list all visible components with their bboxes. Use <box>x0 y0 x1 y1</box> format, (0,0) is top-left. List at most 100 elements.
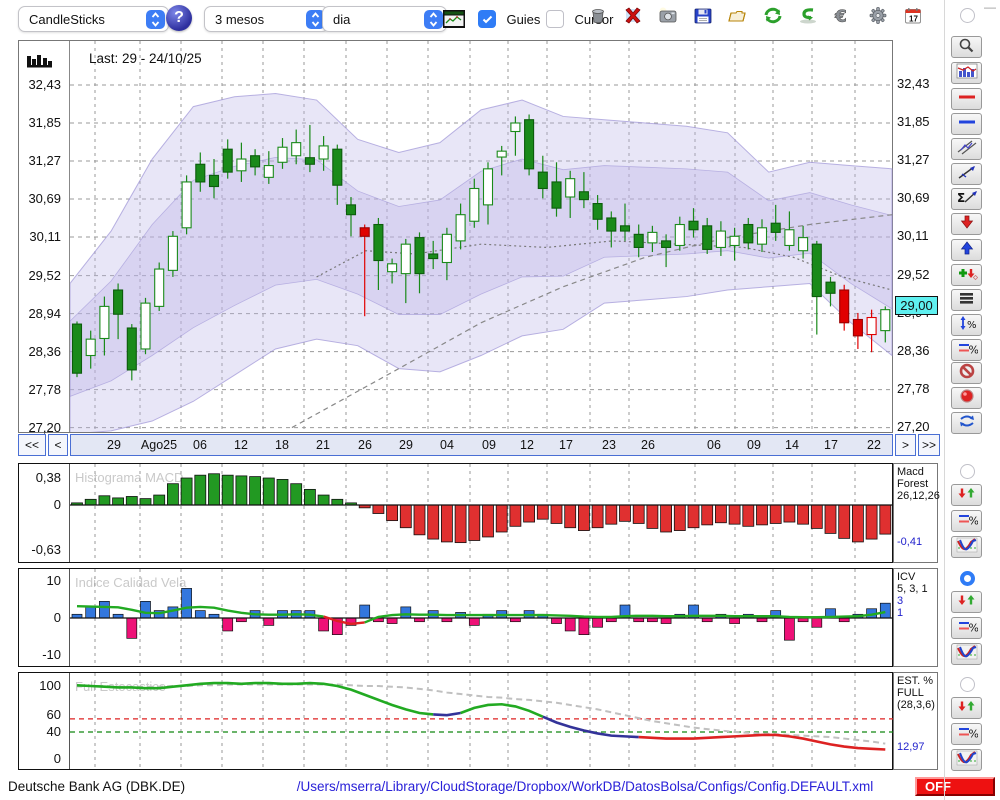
price-tick-label: 32,43 <box>21 77 61 92</box>
nav-prev-button[interactable]: < <box>48 434 68 456</box>
date-tick-label: 06 <box>180 438 220 452</box>
arrow-up-tool-button[interactable] <box>951 239 982 261</box>
price-tick-label: 30,11 <box>897 228 929 243</box>
nav-first-button[interactable]: << <box>18 434 46 456</box>
red-line-tool-button[interactable] <box>951 88 982 110</box>
refresh-button[interactable] <box>759 4 787 32</box>
candlestick-chart[interactable] <box>69 41 894 432</box>
price-tick-label: 31,85 <box>21 115 61 130</box>
undo-button[interactable] <box>794 4 822 32</box>
stoch-tick-label: 100 <box>21 678 61 693</box>
last-price-tag: 29,00 <box>895 296 938 315</box>
macd-histogram <box>69 464 894 562</box>
icv-panel[interactable]: Indice Calidad Vela 100-10 <box>18 568 893 667</box>
date-tick-label: 12 <box>221 438 261 452</box>
forbidden-tool-button[interactable] <box>951 362 982 384</box>
refresh-icon <box>762 7 784 29</box>
icv-signal-arrows-button[interactable] <box>951 591 982 613</box>
price-tick-label: 28,94 <box>21 306 61 321</box>
stoch-info-line: EST. % <box>897 675 936 687</box>
chart-window-icon[interactable] <box>440 5 468 33</box>
macd-panel-radio[interactable] <box>960 464 975 479</box>
record-off-button[interactable]: OFF <box>915 777 995 796</box>
percent-lines-icon: % <box>956 511 978 532</box>
svg-text:Σ: Σ <box>957 191 965 205</box>
stoch-tick-label: 40 <box>21 724 61 739</box>
price-tick-label: 31,27 <box>21 153 61 168</box>
add-signal-tool-button[interactable] <box>951 264 982 286</box>
main-chart-radio[interactable] <box>960 8 975 23</box>
indicator-chart-icon <box>956 63 978 84</box>
guies-label: Guies <box>506 12 540 27</box>
nav-last-button[interactable]: >> <box>918 434 940 456</box>
arrow-down-tool-button[interactable] <box>951 213 982 235</box>
price-tick-label: 30,69 <box>21 191 61 206</box>
range-percent-tool-button[interactable]: % <box>951 314 982 336</box>
levels-percent-tool-button[interactable]: % <box>951 339 982 361</box>
icv-info-line: ICV <box>897 571 936 583</box>
indicator-chart-tool-button[interactable] <box>951 62 982 84</box>
trash-icon <box>587 7 609 29</box>
price-tick-label: 30,11 <box>21 229 61 244</box>
price-tick-label: 29,52 <box>21 268 61 283</box>
gear-icon <box>867 7 889 29</box>
swap-arrows-tool-button[interactable] <box>951 412 982 434</box>
record-dot-tool-button[interactable] <box>951 387 982 409</box>
macd-signal-arrows-button[interactable] <box>951 484 982 506</box>
period-select[interactable]: 3 mesos <box>204 6 329 32</box>
macd-current-value: -0,41 <box>897 536 922 548</box>
blue-line-icon <box>956 114 978 135</box>
blue-line-tool-button[interactable] <box>951 113 982 135</box>
swap-arrows-icon <box>956 413 978 434</box>
trendline-tool-button[interactable] <box>951 163 982 185</box>
icv-info-box: ICV 5, 3, 1 3 1 <box>893 568 938 667</box>
sigma-trend-tool-button[interactable]: Σ <box>951 188 982 210</box>
macd-panel[interactable]: Histograma MACD 0,380-0,63 <box>18 463 893 563</box>
guies-checkbox[interactable]: Guies <box>478 10 540 28</box>
date-tick-label: 09 <box>469 438 509 452</box>
macd-percent-lines-button[interactable]: % <box>951 510 982 532</box>
icv-panel-radio[interactable] <box>960 571 975 586</box>
interval-select[interactable]: dia <box>322 6 447 32</box>
last-price-label: Last: 29 - 24/10/25 <box>89 51 202 66</box>
macd-indicator-curve-button[interactable] <box>951 536 982 558</box>
price-chart-panel[interactable]: 32,4331,8531,2730,6930,1129,5228,9428,36… <box>18 40 893 433</box>
indicator-curve-icon <box>956 644 978 665</box>
euro-button[interactable]: € <box>829 4 857 32</box>
svg-text:17: 17 <box>909 15 918 24</box>
price-tick-label: 31,85 <box>897 114 930 129</box>
stoch-indicator-curve-button[interactable] <box>951 749 982 771</box>
price-tick-label: 27,78 <box>897 381 930 396</box>
gear-button[interactable] <box>864 4 892 32</box>
add-signal-icon <box>956 265 978 286</box>
forbidden-icon <box>956 363 978 384</box>
channel-tool-button[interactable] <box>951 138 982 160</box>
calendar-button[interactable]: 17 <box>899 4 927 32</box>
help-button[interactable]: ? <box>166 5 192 31</box>
indicator-curve-icon <box>956 537 978 558</box>
open-folder-button[interactable] <box>724 4 752 32</box>
zoom-tool-button[interactable] <box>951 36 982 58</box>
trash-button[interactable] <box>584 4 612 32</box>
stoch-panel-radio[interactable] <box>960 677 975 692</box>
svg-text:%: % <box>968 343 978 356</box>
chart-type-select[interactable]: CandleSticks <box>18 6 169 32</box>
percent-lines-icon: % <box>956 618 978 639</box>
delete-cross-button[interactable] <box>619 4 647 32</box>
window-minimize-dash[interactable]: — <box>984 0 996 14</box>
stoch-signal-arrows-button[interactable] <box>951 697 982 719</box>
stoch-percent-lines-button[interactable]: % <box>951 723 982 745</box>
icv-percent-lines-button[interactable]: % <box>951 617 982 639</box>
sidebar-divider <box>944 0 945 800</box>
date-axis-strip[interactable]: 29Ago25061218212629040912172326060914172… <box>70 434 893 456</box>
range-percent-icon: % <box>956 315 978 336</box>
icv-indicator-curve-button[interactable] <box>951 643 982 665</box>
stochastic-panel[interactable]: Full Estocastico 10060400 <box>18 672 893 770</box>
nav-next-button[interactable]: > <box>895 434 916 456</box>
toolbar: CandleSticks ? 3 mesos dia <box>0 0 1000 36</box>
save-button[interactable] <box>689 4 717 32</box>
list-tool-button[interactable] <box>951 289 982 311</box>
macd-info-line: Forest <box>897 478 936 490</box>
config-path-link[interactable]: /Users/mserra/Library/CloudStorage/Dropb… <box>255 779 915 794</box>
camera-button[interactable] <box>654 4 682 32</box>
